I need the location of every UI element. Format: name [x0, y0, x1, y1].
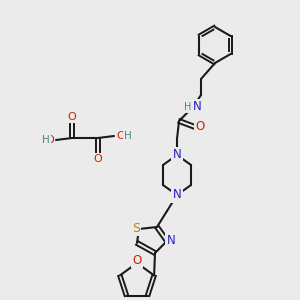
Text: O: O: [195, 121, 205, 134]
Text: O: O: [68, 112, 76, 122]
Text: O: O: [45, 135, 54, 145]
Text: O: O: [116, 131, 125, 141]
Text: H: H: [184, 102, 191, 112]
Text: O: O: [94, 154, 102, 164]
Text: N: N: [167, 235, 176, 248]
Text: N: N: [172, 148, 182, 161]
Text: O: O: [132, 254, 142, 266]
Text: S: S: [132, 221, 140, 235]
Text: N: N: [193, 100, 201, 113]
Text: H: H: [42, 135, 50, 145]
Text: N: N: [172, 188, 182, 202]
Text: H: H: [124, 131, 132, 141]
